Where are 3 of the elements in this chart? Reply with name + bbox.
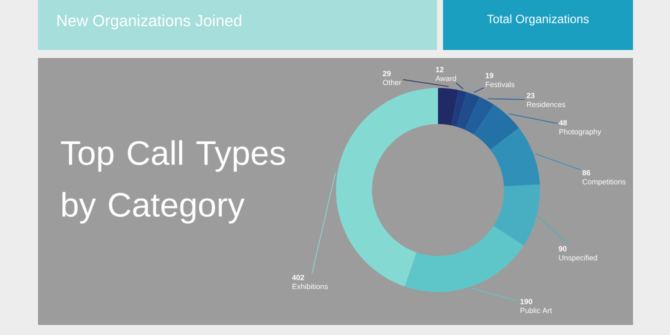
text: Top Call Types by Category xyxy=(60,140,285,224)
text: New Organizations Joined xyxy=(58,14,242,30)
text: Total Organizations xyxy=(487,14,589,26)
